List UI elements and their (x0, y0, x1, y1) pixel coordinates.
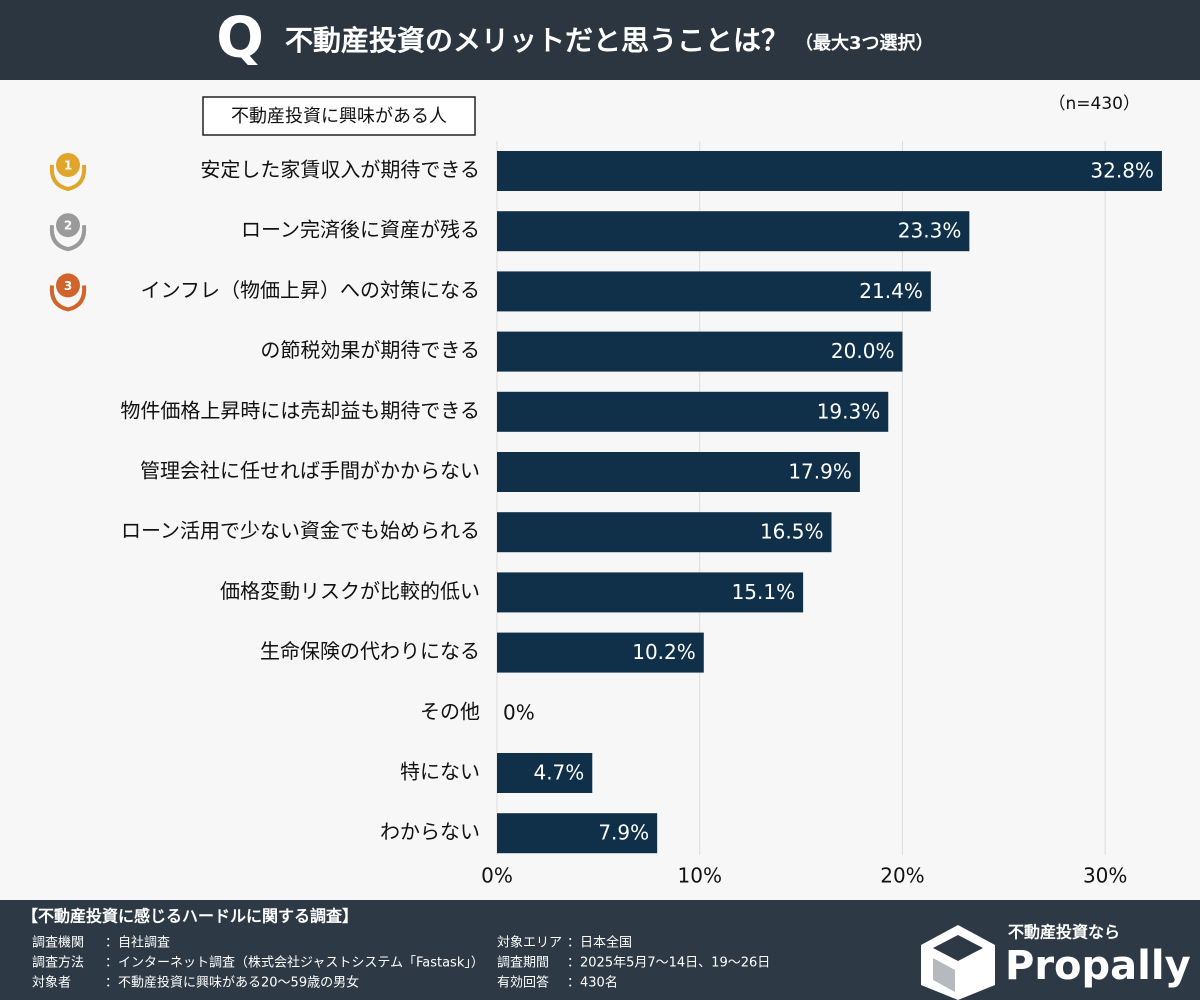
medal-disc (56, 153, 80, 177)
value-label: 0% (503, 700, 535, 724)
category-label: 管理会社に任せれば手間がかからない (140, 459, 480, 483)
value-label: 4.7% (533, 761, 584, 785)
bar (497, 452, 860, 492)
legend-label: 不動産投資に興味がある人 (231, 106, 447, 127)
value-label: 15.1% (732, 580, 796, 604)
rank-medal: 1 (49, 153, 87, 192)
bar (497, 512, 832, 553)
bar (497, 632, 704, 673)
bar (497, 331, 903, 372)
brand-logo (921, 925, 995, 1000)
survey-value: ：不動産投資に興味がある20〜59歳の男女 (105, 975, 359, 991)
medal-laurel (49, 285, 87, 312)
survey-label: 対象エリア (497, 936, 562, 951)
bar (497, 271, 931, 312)
category-label: 生命保険の代わりになる (260, 639, 480, 663)
survey-value: ：2025年5月7〜14日、19〜26日 (567, 956, 770, 971)
survey-label: 有効回答 (497, 975, 549, 991)
footer-band (0, 900, 1200, 1000)
brand-tagline: 不動産投資なら (1008, 923, 1120, 942)
survey-label: 対象者 (32, 976, 71, 991)
value-label: 23.3% (898, 219, 962, 243)
bar (497, 572, 804, 613)
x-tick-label: 10% (678, 864, 722, 888)
medal-disc (56, 273, 80, 298)
survey-value: ：日本全国 (567, 935, 632, 951)
medal-rank: 2 (64, 219, 72, 233)
value-label: 16.5% (760, 520, 824, 544)
category-label: インフレ（物価上昇）への対策になる (141, 278, 480, 302)
rank-medal: 2 (49, 213, 87, 252)
category-label: 物件価格上昇時には売却益も期待できる (120, 398, 480, 422)
footer-title: 【不動産投資に感じるハードルに関する調査】 (22, 907, 358, 926)
sample-size: （n=430） (1049, 94, 1140, 114)
survey-value: ：インターネット調査（株式会社ジャストシステム「Fastask」） (105, 955, 484, 971)
value-label: 19.3% (817, 399, 881, 423)
logo-cube (921, 925, 995, 1000)
q-icon: Q (216, 6, 264, 71)
category-label: ローン完済後に資産が残る (241, 218, 480, 242)
bar (497, 391, 889, 432)
rank-medal: 3 (49, 273, 87, 312)
survey-label: 調査期間 (497, 956, 549, 971)
medal-laurel (49, 164, 87, 192)
legend-box (202, 96, 476, 136)
bar (497, 211, 970, 252)
survey-value: ：430名 (567, 975, 618, 991)
medal-rank: 3 (64, 279, 72, 293)
logo-cube-top (933, 935, 983, 961)
bar (497, 151, 1162, 191)
logo-cube-side (933, 958, 955, 992)
medal-laurel (49, 225, 87, 252)
value-label: 10.2% (632, 640, 696, 664)
brand-name: Propally (1005, 943, 1191, 989)
survey-value: ：自社調査 (105, 935, 170, 951)
x-tick-label: 20% (880, 864, 924, 888)
value-label: 21.4% (859, 279, 923, 303)
category-label: 価格変動リスクが比較的低い (220, 579, 480, 603)
survey-label: 調査方法 (32, 955, 84, 971)
x-tick-label: 30% (1083, 864, 1127, 888)
medal-disc (56, 213, 80, 238)
value-label: 7.9% (598, 821, 649, 845)
value-label: 20.0% (831, 339, 895, 363)
x-tick-label: 0% (481, 864, 513, 888)
medal-rank: 1 (64, 159, 72, 173)
chart-subtitle: （最大3つ選択） (795, 32, 934, 54)
bar (497, 753, 593, 793)
category-label: ローン活用で少ない資金でも始められる (121, 519, 480, 543)
category-label: の節税効果が期待できる (260, 338, 480, 362)
category-label: 特にない (400, 760, 480, 784)
header-band (0, 0, 1200, 80)
category-label: 安定した家賃収入が期待できる (200, 158, 480, 182)
category-label: わからない (380, 820, 480, 844)
chart-title: 不動産投資のメリットだと思うことは？ (285, 24, 789, 57)
survey-label: 調査機関 (32, 936, 84, 951)
value-label: 32.8% (1090, 159, 1154, 183)
category-label: その他 (420, 699, 480, 723)
value-label: 17.9% (788, 460, 852, 484)
bar (497, 813, 658, 854)
